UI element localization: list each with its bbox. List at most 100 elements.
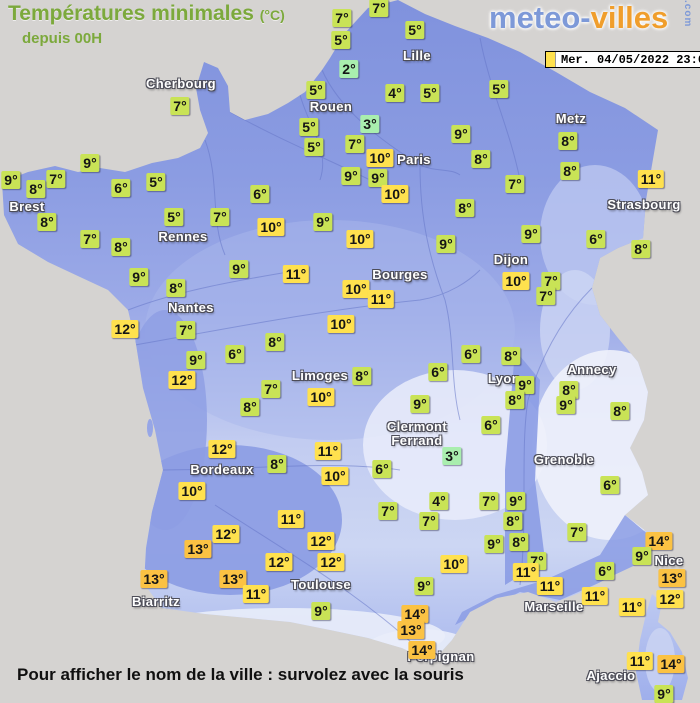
temp-label[interactable]: 6° bbox=[461, 345, 481, 363]
temp-label[interactable]: 8° bbox=[501, 347, 521, 365]
temp-label[interactable]: 10° bbox=[327, 315, 355, 333]
temp-label[interactable]: 10° bbox=[381, 185, 409, 203]
temp-label[interactable]: 13° bbox=[140, 570, 168, 588]
temp-label[interactable]: 13° bbox=[658, 569, 686, 587]
temp-label[interactable]: 7° bbox=[80, 230, 100, 248]
temp-label[interactable]: 8° bbox=[352, 367, 372, 385]
temp-label[interactable]: 9° bbox=[654, 685, 674, 703]
temp-label[interactable]: 9° bbox=[313, 213, 333, 231]
temp-label[interactable]: 9° bbox=[414, 577, 434, 595]
temp-label[interactable]: 6° bbox=[372, 460, 392, 478]
temp-label[interactable]: 10° bbox=[342, 280, 370, 298]
temp-label[interactable]: 12° bbox=[168, 371, 196, 389]
temp-label[interactable]: 11° bbox=[367, 290, 395, 308]
meteo-villes-logo[interactable]: meteo-villes .com bbox=[489, 0, 700, 36]
temp-label[interactable]: 8° bbox=[471, 150, 491, 168]
temp-label[interactable]: 13° bbox=[219, 570, 247, 588]
temp-label[interactable]: 3° bbox=[360, 115, 380, 133]
temp-label[interactable]: 8° bbox=[559, 381, 579, 399]
temp-label[interactable]: 8° bbox=[455, 199, 475, 217]
temp-label[interactable]: 4° bbox=[429, 492, 449, 510]
temp-label[interactable]: 6° bbox=[428, 363, 448, 381]
temp-label[interactable]: 12° bbox=[208, 440, 236, 458]
temp-label[interactable]: 9° bbox=[341, 167, 361, 185]
temp-label[interactable]: 14° bbox=[401, 605, 429, 623]
temp-label[interactable]: 12° bbox=[111, 320, 139, 338]
temp-label[interactable]: 11° bbox=[626, 652, 654, 670]
temp-label[interactable]: 9° bbox=[80, 154, 100, 172]
temp-label[interactable]: 6° bbox=[481, 416, 501, 434]
temp-label[interactable]: 8° bbox=[166, 279, 186, 297]
temp-label[interactable]: 9° bbox=[1, 171, 21, 189]
temp-label[interactable]: 9° bbox=[129, 268, 149, 286]
temp-label[interactable]: 11° bbox=[277, 510, 305, 528]
temp-label[interactable]: 9° bbox=[451, 125, 471, 143]
temp-label[interactable]: 11° bbox=[581, 587, 609, 605]
temp-label[interactable]: 7° bbox=[46, 170, 66, 188]
temp-label[interactable]: 8° bbox=[240, 398, 260, 416]
temp-label[interactable]: 5° bbox=[405, 21, 425, 39]
temp-label[interactable]: 10° bbox=[307, 388, 335, 406]
temp-label[interactable]: 8° bbox=[503, 512, 523, 530]
temp-label[interactable]: 6° bbox=[600, 476, 620, 494]
temp-label[interactable]: 3° bbox=[442, 447, 462, 465]
temp-label[interactable]: 11° bbox=[637, 170, 665, 188]
temp-label[interactable]: 8° bbox=[631, 240, 651, 258]
temp-label[interactable]: 8° bbox=[610, 402, 630, 420]
temp-label[interactable]: 8° bbox=[558, 132, 578, 150]
temp-label[interactable]: 9° bbox=[368, 169, 388, 187]
temp-label[interactable]: 12° bbox=[265, 553, 293, 571]
temp-label[interactable]: 5° bbox=[306, 81, 326, 99]
temp-label[interactable]: 9° bbox=[521, 225, 541, 243]
temp-label[interactable]: 14° bbox=[645, 532, 673, 550]
temp-label[interactable]: 7° bbox=[369, 0, 389, 17]
temp-label[interactable]: 9° bbox=[410, 395, 430, 413]
temp-label[interactable]: 7° bbox=[479, 492, 499, 510]
temp-label[interactable]: 6° bbox=[111, 179, 131, 197]
temp-label[interactable]: 8° bbox=[267, 455, 287, 473]
temp-label[interactable]: 11° bbox=[314, 442, 342, 460]
temp-label[interactable]: 7° bbox=[378, 502, 398, 520]
temp-label[interactable]: 11° bbox=[618, 598, 646, 616]
temp-label[interactable]: 9° bbox=[436, 235, 456, 253]
temp-label[interactable]: 10° bbox=[178, 482, 206, 500]
temp-label[interactable]: 12° bbox=[656, 590, 684, 608]
temp-label[interactable]: 8° bbox=[505, 391, 525, 409]
temp-label[interactable]: 5° bbox=[420, 84, 440, 102]
temp-label[interactable]: 10° bbox=[346, 230, 374, 248]
temp-label[interactable]: 7° bbox=[419, 512, 439, 530]
temp-label[interactable]: 9° bbox=[311, 602, 331, 620]
temp-label[interactable]: 7° bbox=[176, 321, 196, 339]
temp-label[interactable]: 10° bbox=[440, 555, 468, 573]
temp-label[interactable]: 13° bbox=[397, 621, 425, 639]
temp-label[interactable]: 9° bbox=[506, 492, 526, 510]
temp-label[interactable]: 7° bbox=[505, 175, 525, 193]
temp-label[interactable]: 9° bbox=[556, 396, 576, 414]
temp-label[interactable]: 6° bbox=[586, 230, 606, 248]
temp-label[interactable]: 8° bbox=[509, 533, 529, 551]
temp-label[interactable]: 7° bbox=[567, 523, 587, 541]
temp-label[interactable]: 6° bbox=[225, 345, 245, 363]
temp-label[interactable]: 8° bbox=[560, 162, 580, 180]
temp-label[interactable]: 7° bbox=[210, 208, 230, 226]
temp-label[interactable]: 7° bbox=[541, 272, 561, 290]
temp-label[interactable]: 10° bbox=[366, 149, 394, 167]
temp-label[interactable]: 12° bbox=[307, 532, 335, 550]
temp-label[interactable]: 12° bbox=[317, 553, 345, 571]
temp-label[interactable]: 12° bbox=[212, 525, 240, 543]
temp-label[interactable]: 7° bbox=[332, 9, 352, 27]
temp-label[interactable]: 6° bbox=[250, 185, 270, 203]
temp-label[interactable]: 13° bbox=[184, 540, 212, 558]
temp-label[interactable]: 11° bbox=[242, 585, 270, 603]
temp-label[interactable]: 4° bbox=[385, 84, 405, 102]
temp-label[interactable]: 14° bbox=[657, 655, 685, 673]
temp-label[interactable]: 5° bbox=[331, 31, 351, 49]
temp-label[interactable]: 2° bbox=[339, 60, 359, 78]
temp-label[interactable]: 7° bbox=[536, 287, 556, 305]
temp-label[interactable]: 9° bbox=[484, 535, 504, 553]
temp-label[interactable]: 5° bbox=[146, 173, 166, 191]
temp-label[interactable]: 5° bbox=[164, 208, 184, 226]
temp-label[interactable]: 9° bbox=[515, 376, 535, 394]
temp-label[interactable]: 9° bbox=[186, 351, 206, 369]
temp-label[interactable]: 7° bbox=[345, 135, 365, 153]
